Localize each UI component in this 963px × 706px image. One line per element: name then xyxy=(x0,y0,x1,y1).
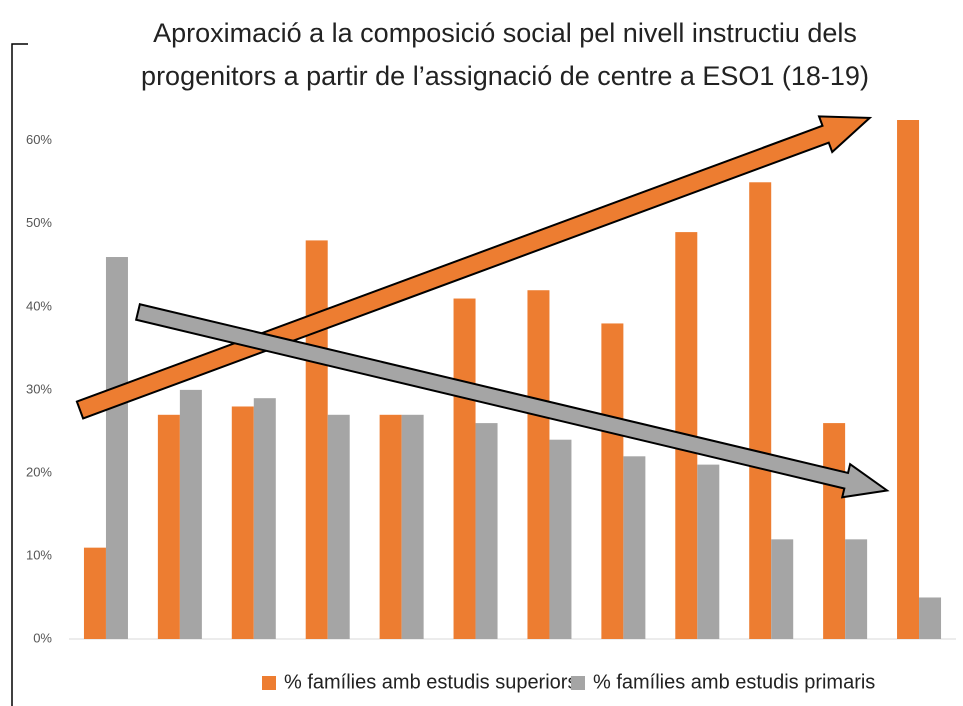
bar xyxy=(401,414,424,639)
bar xyxy=(749,182,772,639)
bar xyxy=(845,539,868,639)
bar xyxy=(697,464,720,639)
trend-arrow-down xyxy=(134,303,890,499)
bar xyxy=(379,414,402,639)
bar xyxy=(157,414,180,639)
frame-bracket xyxy=(11,43,28,706)
bar xyxy=(527,290,550,639)
y-tick-label: 0% xyxy=(33,630,52,645)
y-tick-label: 50% xyxy=(26,215,52,230)
legend-swatch xyxy=(262,676,276,690)
bar xyxy=(601,323,624,639)
legend-label: % famílies amb estudis superiors xyxy=(284,671,577,693)
bar xyxy=(83,547,106,639)
y-tick-label: 10% xyxy=(26,547,52,562)
bar xyxy=(327,414,350,639)
legend-swatch xyxy=(571,676,585,690)
y-tick-label: 60% xyxy=(26,132,52,147)
bar xyxy=(919,597,942,639)
bar xyxy=(823,423,846,639)
plot: 0% 10% 20% 30% 40% 50% 60% % famílies amb estud… xyxy=(26,120,956,693)
bar xyxy=(549,439,572,639)
bar xyxy=(623,456,646,639)
bar xyxy=(179,389,202,639)
y-tick-label: 20% xyxy=(26,464,52,479)
y-tick-label: 30% xyxy=(26,381,52,396)
legend-label: % famílies amb estudis primaris xyxy=(593,671,875,693)
chart-title: Aproximació a la composició social pel n… xyxy=(153,18,857,48)
chart-title: progenitors a partir de l’assignació de … xyxy=(141,61,869,91)
bar xyxy=(897,120,920,639)
bar xyxy=(253,398,276,639)
bar xyxy=(453,298,476,639)
bar xyxy=(475,423,498,639)
bar xyxy=(771,539,794,639)
bar xyxy=(305,240,328,639)
y-tick-label: 40% xyxy=(26,298,52,313)
bar xyxy=(231,406,254,639)
bar xyxy=(105,257,128,639)
